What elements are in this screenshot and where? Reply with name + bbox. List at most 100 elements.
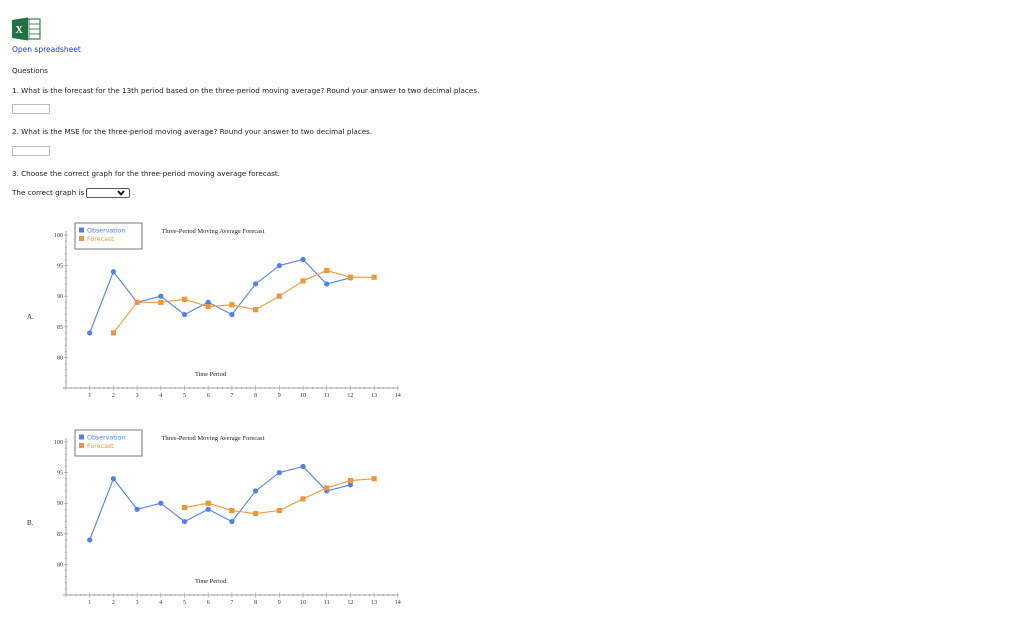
question-2-answer-input[interactable] xyxy=(12,146,50,156)
x-tick-label: 14 xyxy=(395,393,401,399)
data-point xyxy=(253,281,259,287)
y-tick-label: 80 xyxy=(57,355,63,361)
x-tick-label: 1 xyxy=(88,393,91,399)
series-forecast xyxy=(110,267,377,336)
data-point xyxy=(229,302,235,308)
x-tick-label: 8 xyxy=(254,600,257,606)
data-point xyxy=(87,330,93,336)
data-point xyxy=(324,281,330,287)
data-point xyxy=(181,296,188,302)
data-point xyxy=(347,477,353,484)
x-tick-label: 9 xyxy=(278,393,281,399)
data-point xyxy=(300,463,306,470)
question-3-answer-row: The correct graph is . xyxy=(12,188,135,198)
data-point xyxy=(253,511,259,517)
open-spreadsheet-link[interactable]: Open spreadsheet xyxy=(12,45,81,54)
data-point xyxy=(371,274,377,280)
data-point xyxy=(324,485,330,491)
x-tick-label: 6 xyxy=(207,600,210,606)
x-tick-label: 4 xyxy=(159,600,162,606)
data-point xyxy=(205,299,211,305)
x-tick-label: 7 xyxy=(230,393,233,399)
x-tick-label: 14 xyxy=(395,600,401,606)
x-tick-label: 3 xyxy=(136,600,139,606)
x-tick-label: 2 xyxy=(112,393,115,399)
data-point xyxy=(276,470,282,476)
data-point xyxy=(158,500,164,506)
y-tick-label: 80 xyxy=(57,562,63,568)
question-2-text: 2. What is the MSE for the three-period … xyxy=(12,127,373,136)
data-point xyxy=(205,506,211,512)
data-point xyxy=(347,482,353,488)
data-point xyxy=(158,299,164,305)
data-point xyxy=(371,476,377,482)
chart-title: Three-Period Moving Average Forecast xyxy=(161,435,264,442)
data-point xyxy=(229,311,235,318)
data-point xyxy=(347,274,353,280)
x-tick-label: 5 xyxy=(183,393,186,399)
data-point xyxy=(181,311,188,318)
observation-swatch-icon xyxy=(79,227,84,233)
x-tick-label: 5 xyxy=(183,600,186,606)
observation-swatch-icon xyxy=(79,434,84,440)
option-b-label: B. xyxy=(27,519,34,527)
x-tick-label: 2 xyxy=(112,600,115,606)
series-observation xyxy=(87,256,353,336)
x-tick-label: 12 xyxy=(347,393,353,399)
legend-observation-label: Observation xyxy=(87,435,125,442)
y-tick-label: 100 xyxy=(54,233,63,239)
data-point xyxy=(253,307,259,313)
data-point xyxy=(276,263,282,269)
forecast-swatch-icon xyxy=(79,236,84,241)
x-tick-label: 6 xyxy=(207,393,210,399)
x-tick-label: 10 xyxy=(300,393,306,399)
data-point xyxy=(158,293,164,299)
excel-spreadsheet-icon[interactable]: X xyxy=(12,17,42,41)
data-point xyxy=(300,278,306,284)
x-tick-label: 13 xyxy=(371,600,377,606)
question-1-text: 1. What is the forecast for the 13th per… xyxy=(12,86,480,95)
x-tick-label: 1 xyxy=(88,600,91,606)
legend-forecast-label: Forecast xyxy=(87,443,114,450)
data-point xyxy=(134,299,140,305)
x-tick-label: 11 xyxy=(324,393,330,399)
forecast-swatch-icon xyxy=(79,443,84,448)
data-point xyxy=(300,496,306,502)
x-tick-label: 12 xyxy=(347,600,353,606)
y-tick-label: 85 xyxy=(57,325,63,331)
x-tick-label: 10 xyxy=(300,600,306,606)
question-3-text: 3. Choose the correct graph for the thre… xyxy=(12,169,280,178)
data-point xyxy=(276,293,282,299)
x-tick-label: 13 xyxy=(371,393,377,399)
option-a-label: A. xyxy=(27,313,34,321)
answer-prefix: The correct graph is xyxy=(12,188,85,197)
x-axis-label: Time Period xyxy=(195,578,227,585)
data-point xyxy=(205,304,211,310)
data-point xyxy=(324,267,330,274)
y-tick-label: 90 xyxy=(57,501,63,507)
data-point xyxy=(87,537,93,543)
data-point xyxy=(110,476,116,482)
answer-suffix: . xyxy=(132,188,136,197)
data-point xyxy=(300,256,306,263)
data-point xyxy=(229,518,235,525)
series-forecast xyxy=(181,476,377,517)
data-point xyxy=(181,504,188,511)
x-tick-label: 8 xyxy=(254,393,257,399)
series-observation xyxy=(87,463,353,543)
data-point xyxy=(229,507,235,514)
data-point xyxy=(276,507,282,514)
chevron-down-icon xyxy=(117,190,126,196)
data-point xyxy=(110,330,116,336)
question-1-answer-input[interactable] xyxy=(12,104,50,114)
x-tick-label: 9 xyxy=(278,600,281,606)
svg-text:X: X xyxy=(16,25,24,36)
y-tick-label: 100 xyxy=(54,440,63,446)
y-tick-label: 95 xyxy=(57,471,63,477)
questions-heading: Questions xyxy=(12,66,48,75)
graph-choice-dropdown[interactable] xyxy=(86,188,131,198)
